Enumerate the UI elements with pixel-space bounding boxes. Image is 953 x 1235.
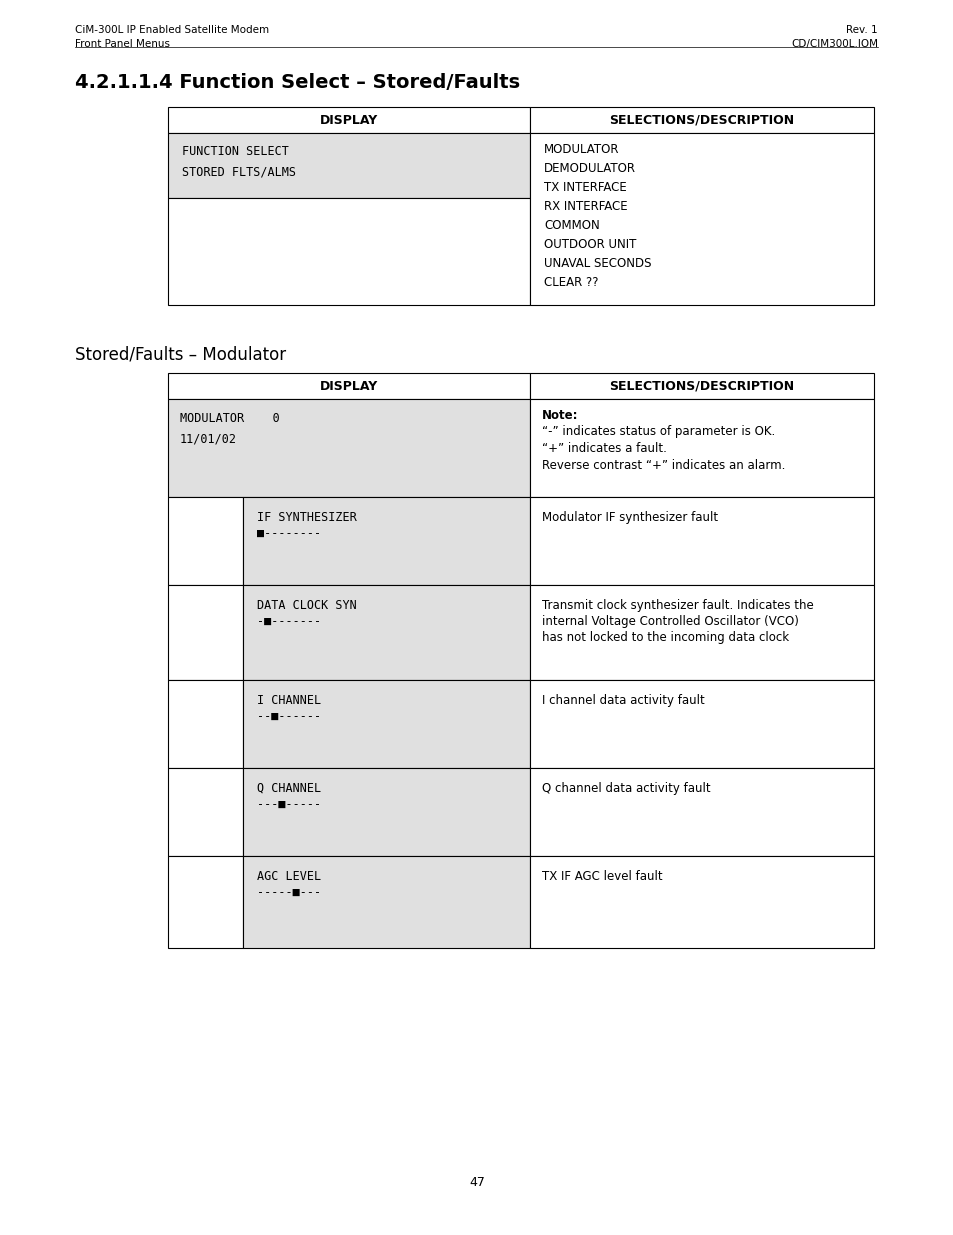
Bar: [168, 680, 243, 768]
Text: DISPLAY: DISPLAY: [319, 114, 377, 126]
Text: internal Voltage Controlled Oscillator (VCO): internal Voltage Controlled Oscillator (…: [541, 615, 798, 629]
Bar: [530, 399, 873, 496]
Bar: [530, 768, 873, 856]
Text: Stored/Faults – Modulator: Stored/Faults – Modulator: [75, 345, 286, 363]
Text: ■--------: ■--------: [256, 527, 321, 540]
Text: Transmit clock synthesizer fault. Indicates the: Transmit clock synthesizer fault. Indica…: [541, 599, 813, 613]
Text: SELECTIONS/DESCRIPTION: SELECTIONS/DESCRIPTION: [609, 114, 794, 126]
Text: --■------: --■------: [256, 710, 321, 722]
Text: 4.2.1.1.4 Function Select – Stored/Faults: 4.2.1.1.4 Function Select – Stored/Fault…: [75, 73, 519, 91]
Text: FUNCTION SELECT
STORED FLTS/ALMS: FUNCTION SELECT STORED FLTS/ALMS: [182, 144, 295, 178]
Bar: [530, 373, 873, 399]
Text: Note:: Note:: [541, 409, 578, 422]
Text: has not locked to the incoming data clock: has not locked to the incoming data cloc…: [541, 631, 788, 643]
Text: I CHANNEL: I CHANNEL: [256, 694, 321, 706]
Bar: [530, 680, 873, 768]
Bar: [168, 198, 530, 305]
Bar: [243, 496, 530, 585]
Text: Q CHANNEL: Q CHANNEL: [256, 782, 321, 795]
Text: CD/CIM300L.IOM: CD/CIM300L.IOM: [790, 40, 877, 49]
Bar: [530, 496, 873, 585]
Text: OUTDOOR UNIT: OUTDOOR UNIT: [543, 238, 636, 251]
Text: TX IF AGC level fault: TX IF AGC level fault: [541, 869, 662, 883]
Text: Reverse contrast “+” indicates an alarm.: Reverse contrast “+” indicates an alarm.: [541, 459, 784, 472]
Text: DISPLAY: DISPLAY: [319, 379, 377, 393]
Text: SELECTIONS/DESCRIPTION: SELECTIONS/DESCRIPTION: [609, 379, 794, 393]
Text: CiM-300L IP Enabled Satellite Modem: CiM-300L IP Enabled Satellite Modem: [75, 25, 269, 35]
Bar: [243, 856, 530, 948]
Bar: [168, 768, 243, 856]
Bar: [168, 496, 243, 585]
Text: Front Panel Menus: Front Panel Menus: [75, 40, 170, 49]
Text: -■-------: -■-------: [256, 615, 321, 629]
Bar: [530, 585, 873, 680]
Bar: [243, 768, 530, 856]
Bar: [243, 680, 530, 768]
Text: UNAVAL SECONDS: UNAVAL SECONDS: [543, 257, 651, 270]
Text: RX INTERFACE: RX INTERFACE: [543, 200, 627, 212]
Bar: [168, 373, 530, 399]
Text: MODULATOR    0
11/01/02: MODULATOR 0 11/01/02: [180, 412, 279, 445]
Text: DATA CLOCK SYN: DATA CLOCK SYN: [256, 599, 356, 613]
Bar: [530, 107, 873, 133]
Text: MODULATOR: MODULATOR: [543, 143, 618, 156]
Text: DEMODULATOR: DEMODULATOR: [543, 162, 636, 175]
Bar: [168, 107, 530, 133]
Text: Rev. 1: Rev. 1: [845, 25, 877, 35]
Text: ---■-----: ---■-----: [256, 798, 321, 811]
Text: Modulator IF synthesizer fault: Modulator IF synthesizer fault: [541, 511, 718, 524]
Text: I channel data activity fault: I channel data activity fault: [541, 694, 704, 706]
Bar: [168, 585, 243, 680]
Text: TX INTERFACE: TX INTERFACE: [543, 182, 626, 194]
Bar: [168, 856, 243, 948]
Text: 47: 47: [469, 1177, 484, 1189]
Bar: [168, 133, 530, 198]
Text: COMMON: COMMON: [543, 219, 599, 232]
Text: AGC LEVEL: AGC LEVEL: [256, 869, 321, 883]
Bar: [168, 399, 530, 496]
Bar: [243, 585, 530, 680]
Text: “-” indicates status of parameter is OK.: “-” indicates status of parameter is OK.: [541, 425, 775, 438]
Text: -----■---: -----■---: [256, 885, 321, 899]
Bar: [530, 133, 873, 305]
Text: “+” indicates a fault.: “+” indicates a fault.: [541, 442, 666, 454]
Text: CLEAR ??: CLEAR ??: [543, 275, 598, 289]
Bar: [530, 856, 873, 948]
Text: Q channel data activity fault: Q channel data activity fault: [541, 782, 710, 795]
Text: IF SYNTHESIZER: IF SYNTHESIZER: [256, 511, 356, 524]
